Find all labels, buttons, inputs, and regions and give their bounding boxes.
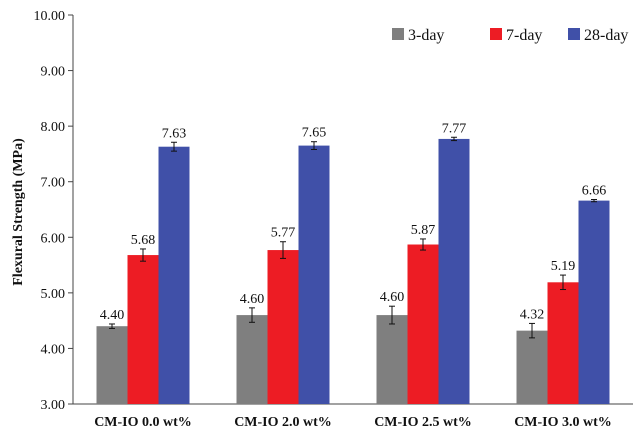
bar	[97, 326, 128, 404]
legend-swatch	[490, 28, 502, 40]
legend-swatch	[392, 28, 404, 40]
bar-series-group: 4.40 4.60 4.60 4.32 5.68 5.77 5.87 5.19 7.63 7.65…	[97, 121, 610, 404]
bar	[377, 315, 408, 404]
legend: 3-day 7-day 28-day	[392, 27, 628, 44]
y-tick-label: 5.00	[41, 287, 66, 302]
legend-item: 28-day	[568, 27, 628, 44]
data-label: 5.77	[271, 226, 296, 241]
bar	[439, 139, 470, 404]
y-axis: 3.00 4.00 5.00 6.00 7.00 8.00 9.00 10.00	[34, 9, 74, 413]
legend-label: 3-day	[408, 27, 444, 44]
data-label: 7.65	[302, 126, 327, 141]
y-axis-title: Flexural Strength (MPa)	[11, 138, 26, 286]
data-label: 6.66	[582, 183, 607, 198]
legend-item: 3-day	[392, 27, 444, 44]
y-tick-label: 4.00	[41, 342, 66, 357]
x-category-label: CM-IO 2.5 wt%	[374, 415, 472, 430]
x-category-label: CM-IO 3.0 wt%	[514, 415, 612, 430]
y-tick-label: 7.00	[41, 176, 66, 191]
data-label: 5.19	[551, 259, 576, 274]
data-label: 7.77	[442, 121, 467, 136]
y-tick-label: 10.00	[34, 9, 66, 24]
bar	[408, 245, 439, 404]
data-label: 7.63	[162, 126, 187, 141]
bar	[268, 250, 299, 404]
x-category-label: CM-IO 0.0 wt%	[94, 415, 192, 430]
bar	[237, 315, 268, 404]
data-label: 4.60	[380, 290, 405, 305]
y-tick-label: 6.00	[41, 231, 66, 246]
bar	[159, 147, 190, 404]
legend-swatch	[568, 28, 580, 40]
bar	[579, 201, 610, 404]
x-category-label: CM-IO 2.0 wt%	[234, 415, 332, 430]
bar	[299, 146, 330, 404]
bar	[128, 255, 159, 404]
bar	[517, 331, 548, 404]
data-label: 5.87	[411, 223, 436, 238]
legend-label: 28-day	[584, 27, 628, 44]
x-axis: CM-IO 0.0 wt% CM-IO 2.0 wt% CM-IO 2.5 wt% C…	[73, 404, 633, 430]
y-tick-label: 8.00	[41, 120, 66, 135]
y-tick-label: 3.00	[41, 398, 66, 413]
data-label: 4.60	[240, 292, 265, 307]
y-tick-label: 9.00	[41, 65, 66, 80]
bar	[548, 282, 579, 404]
data-label: 5.68	[131, 233, 156, 248]
legend-item: 7-day	[490, 27, 542, 44]
bar-series-7-day: 5.68 5.77 5.87 5.19	[128, 223, 579, 404]
data-label: 4.40	[100, 308, 125, 323]
legend-label: 7-day	[506, 27, 542, 44]
data-label: 4.32	[520, 307, 545, 322]
